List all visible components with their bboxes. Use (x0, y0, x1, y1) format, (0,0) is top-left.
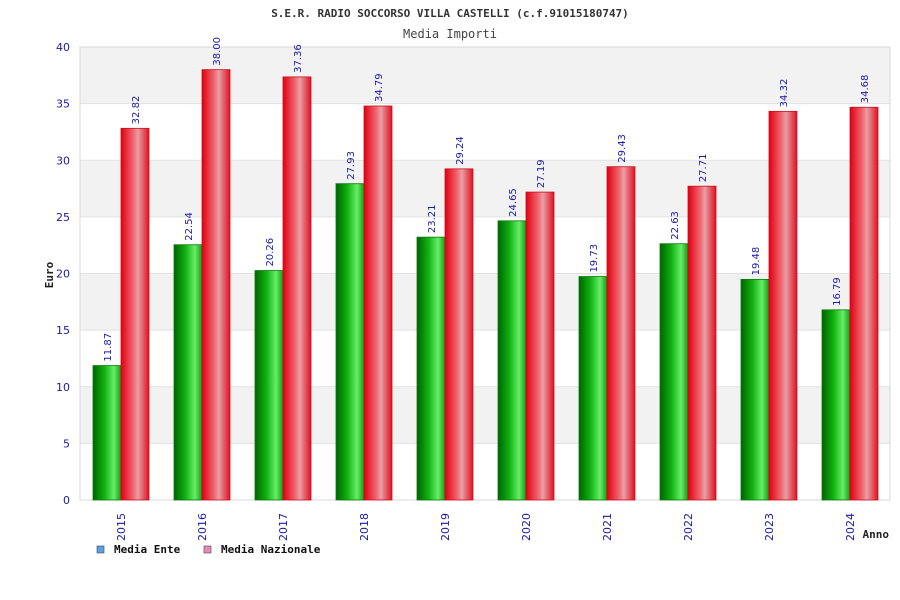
data-labels: 11.87 32.82 22.54 38.00 20.26 37.36 27.93 34.79… (103, 37, 871, 362)
bar-media-nazionale (363, 105, 393, 501)
legend-swatch-media-ente (96, 545, 105, 554)
plot-frame (79, 46, 891, 501)
chart-subtitle: Media Importi (403, 27, 497, 41)
y-axis-ticks: 0 5 10 15 20 25 30 35 40 (56, 41, 70, 507)
data-label: 34.32 (779, 79, 790, 108)
grid-band (80, 103, 890, 161)
y-axis-label: Euro (43, 261, 56, 288)
bar-media-ente (659, 243, 689, 501)
x-axis-label: Anno (863, 528, 890, 541)
data-label: 27.19 (536, 159, 547, 188)
data-label: 29.24 (455, 136, 466, 165)
legend-label-media-nazionale: Media Nazionale (221, 543, 321, 556)
data-label: 24.65 (508, 188, 519, 217)
bar-media-nazionale (201, 69, 231, 501)
bar-media-nazionale (687, 185, 717, 501)
x-tick-label: 2018 (358, 513, 371, 541)
bar-media-nazionale (606, 166, 636, 501)
x-tick-label: 2020 (520, 513, 533, 541)
grid-band (80, 47, 890, 104)
bar-media-nazionale (525, 191, 555, 501)
data-label: 37.36 (293, 44, 304, 73)
x-tick-label: 2024 (844, 513, 857, 541)
data-label: 27.71 (698, 154, 709, 183)
y-tick-label: 40 (56, 41, 70, 54)
bar-media-nazionale (444, 168, 474, 501)
bar-media-nazionale (282, 76, 312, 501)
x-tick-label: 2022 (682, 513, 695, 541)
bar-media-ente (92, 365, 122, 501)
bar-media-nazionale (768, 110, 798, 501)
bar-media-ente (821, 309, 851, 501)
data-label: 38.00 (212, 37, 223, 66)
data-label: 22.63 (670, 211, 681, 240)
bar-media-ente (740, 278, 770, 501)
y-tick-label: 25 (56, 211, 70, 224)
x-axis-ticks: 2015 2016 2017 2018 2019 2020 2021 2022 2023 2024 (115, 513, 857, 541)
data-label: 32.82 (131, 96, 142, 125)
legend-label-media-ente: Media Ente (114, 543, 181, 556)
data-label: 29.43 (617, 134, 628, 163)
x-tick-label: 2023 (763, 513, 776, 541)
x-tick-label: 2021 (601, 513, 614, 541)
data-label: 20.26 (265, 238, 276, 267)
y-tick-label: 30 (56, 154, 70, 167)
legend: Media Ente Media Nazionale (96, 543, 321, 556)
bars (92, 69, 879, 501)
data-label: 19.73 (589, 244, 600, 273)
bar-media-ente (173, 244, 203, 501)
data-label: 11.87 (103, 333, 114, 362)
y-tick-label: 5 (63, 437, 70, 450)
data-label: 16.79 (832, 277, 843, 306)
data-label: 19.48 (751, 247, 762, 276)
y-tick-label: 20 (56, 268, 70, 281)
bar-media-ente (335, 183, 365, 501)
bar-media-nazionale (120, 127, 150, 501)
bar-media-nazionale (849, 106, 879, 501)
x-tick-label: 2015 (115, 513, 128, 541)
data-label: 23.21 (427, 205, 438, 234)
legend-swatch-media-nazionale (203, 545, 212, 554)
data-label: 22.54 (184, 212, 195, 241)
x-tick-label: 2019 (439, 513, 452, 541)
x-tick-label: 2016 (196, 513, 209, 541)
bar-media-ente (497, 220, 527, 501)
data-label: 27.93 (346, 151, 357, 180)
grid-band (80, 160, 890, 217)
bar-media-ente (416, 236, 446, 501)
bar-media-ente (578, 276, 608, 501)
y-tick-label: 35 (56, 98, 70, 111)
y-tick-label: 15 (56, 324, 70, 337)
data-label: 34.79 (374, 73, 385, 102)
x-tick-label: 2017 (277, 513, 290, 541)
bar-media-ente (254, 270, 284, 501)
y-tick-label: 10 (56, 381, 70, 394)
y-tick-label: 0 (63, 494, 70, 507)
data-label: 34.68 (860, 75, 871, 104)
chart-title: S.E.R. RADIO SOCCORSO VILLA CASTELLI (c.… (271, 7, 629, 20)
